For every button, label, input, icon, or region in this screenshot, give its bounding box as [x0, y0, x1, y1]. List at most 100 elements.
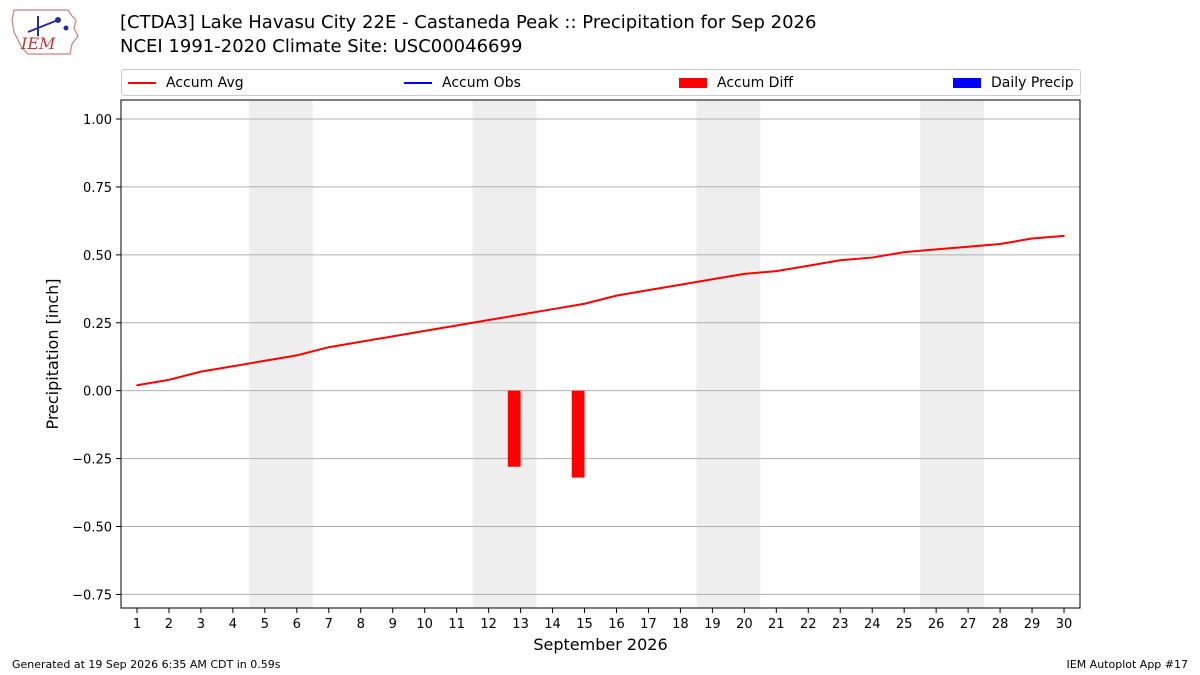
weekend-band-2	[472, 100, 537, 608]
weekend-band-3	[696, 100, 761, 608]
plot-frame	[120, 99, 1081, 609]
accum-avg-point	[583, 302, 586, 305]
x-tick-label: 6	[293, 617, 301, 632]
accum-avg-line	[136, 234, 1065, 387]
chart-subtitle: NCEI 1991-2020 Climate Site: USC00046699	[120, 36, 523, 57]
legend-label-daily-precip: Daily Precip	[991, 74, 1074, 91]
accum-avg-point	[1063, 235, 1065, 237]
grid-lines	[121, 118, 1080, 595]
accum-avg-point	[711, 278, 714, 281]
y-tick-label: 0.00	[83, 385, 112, 400]
legend-swatch-accum-obs	[404, 81, 432, 84]
accum-avg-point	[871, 256, 874, 259]
legend-item-accum-avg: Accum Avg	[128, 70, 244, 95]
x-tick-label: 13	[512, 617, 529, 632]
accum-avg-point	[679, 283, 682, 286]
legend-swatch-accum-diff	[679, 77, 707, 88]
x-tick-label: 11	[448, 617, 465, 632]
accum-avg-point	[999, 243, 1001, 245]
accum-avg-point	[807, 264, 810, 267]
y-tick-label: −0.75	[72, 588, 112, 603]
y-axis: −0.75 −0.50 −0.25 0.00 0.25 0.50 0.75 1.00	[72, 113, 121, 603]
accum-avg-series	[136, 234, 1065, 387]
x-tick-label: 22	[800, 617, 817, 632]
y-tick-label: 0.25	[83, 317, 112, 332]
x-tick-label: 21	[768, 617, 785, 632]
x-tick-label: 4	[229, 617, 237, 632]
y-tick-label: 0.75	[83, 181, 112, 196]
accum-avg-point	[136, 384, 138, 387]
x-tick-label: 30	[1056, 617, 1073, 632]
accum-avg-point	[839, 259, 842, 262]
x-tick-label: 7	[325, 617, 333, 632]
accum-avg-point	[455, 324, 458, 327]
x-tick-label: 23	[832, 617, 849, 632]
accum-avg-point	[903, 251, 905, 253]
x-tick-label: 5	[261, 617, 269, 632]
accum-avg-point	[296, 354, 298, 357]
y-axis-label: Precipitation [inch]	[43, 278, 62, 429]
accum-diff-bar	[571, 390, 585, 478]
x-tick-label: 8	[357, 617, 365, 632]
accum-avg-point	[327, 346, 330, 349]
x-tick-label: 10	[416, 617, 433, 632]
accum-avg-point	[359, 340, 362, 343]
weekend-shading	[248, 100, 985, 608]
accum-diff-bar	[507, 390, 521, 467]
accum-avg-point	[232, 365, 234, 368]
accum-avg-point	[264, 359, 266, 362]
x-tick-label: 9	[389, 617, 397, 632]
x-tick-label: 26	[928, 617, 945, 632]
x-tick-label: 18	[672, 617, 689, 632]
x-tick-label: 16	[608, 617, 625, 632]
y-tick-label: 0.50	[83, 249, 112, 264]
x-tick-label: 27	[960, 617, 977, 632]
legend-swatch-accum-avg	[128, 81, 156, 84]
accum-diff-bars	[507, 390, 585, 478]
x-tick-label: 3	[197, 617, 205, 632]
x-tick-label: 15	[576, 617, 593, 632]
accum-avg-point	[200, 370, 202, 373]
x-tick-label: 20	[736, 617, 753, 632]
weekend-band-4	[920, 100, 985, 608]
accum-avg-point	[775, 270, 778, 272]
accum-avg-point	[168, 379, 170, 381]
x-axis-label: September 2026	[533, 635, 667, 654]
x-tick-label: 12	[480, 617, 497, 632]
legend-item-daily-precip: Daily Precip	[953, 70, 1074, 95]
legend-label-accum-obs: Accum Obs	[442, 74, 521, 91]
autoplot-app-label: IEM Autoplot App #17	[1066, 658, 1189, 671]
accum-avg-point	[967, 245, 969, 248]
legend-item-accum-obs: Accum Obs	[404, 70, 521, 95]
accum-avg-point	[647, 289, 650, 291]
x-tick-label: 1	[133, 617, 141, 632]
x-tick-label: 24	[864, 617, 881, 632]
x-tick-label: 2	[165, 617, 173, 632]
accum-avg-point	[615, 294, 618, 297]
legend-swatch-daily-precip	[953, 77, 981, 88]
x-tick-label: 29	[1024, 617, 1041, 632]
accum-avg-point	[743, 273, 746, 275]
x-tick-label: 28	[992, 617, 1009, 632]
accum-avg-point	[551, 308, 554, 310]
generated-timestamp: Generated at 19 Sep 2026 6:35 AM CDT in …	[12, 658, 281, 671]
iem-logo: IEM	[8, 6, 82, 60]
logo-text: IEM	[20, 34, 56, 53]
legend-label-accum-avg: Accum Avg	[166, 74, 244, 91]
legend-item-accum-diff: Accum Diff	[679, 70, 793, 95]
y-tick-label: −0.50	[72, 521, 112, 536]
accum-avg-point	[487, 319, 490, 321]
y-tick-label: 1.00	[83, 113, 112, 128]
accum-avg-point	[391, 335, 394, 338]
legend: Accum Avg Accum Obs Accum Diff Daily Pre…	[121, 69, 1081, 96]
x-axis: 1 2 3 4 5 6 7 8 9 10 11 12 13 14 15 16 17 18 19 20 21 22 23 24 2…	[133, 608, 1072, 632]
accum-avg-point	[1031, 237, 1033, 240]
y-tick-label: −0.25	[72, 453, 112, 468]
accum-avg-point	[423, 330, 426, 332]
accum-avg-point	[519, 313, 522, 316]
chart-title: [CTDA3] Lake Havasu City 22E - Castaneda…	[120, 12, 817, 33]
x-tick-label: 25	[896, 617, 913, 632]
legend-label-accum-diff: Accum Diff	[717, 74, 794, 91]
accum-avg-point	[935, 248, 937, 251]
